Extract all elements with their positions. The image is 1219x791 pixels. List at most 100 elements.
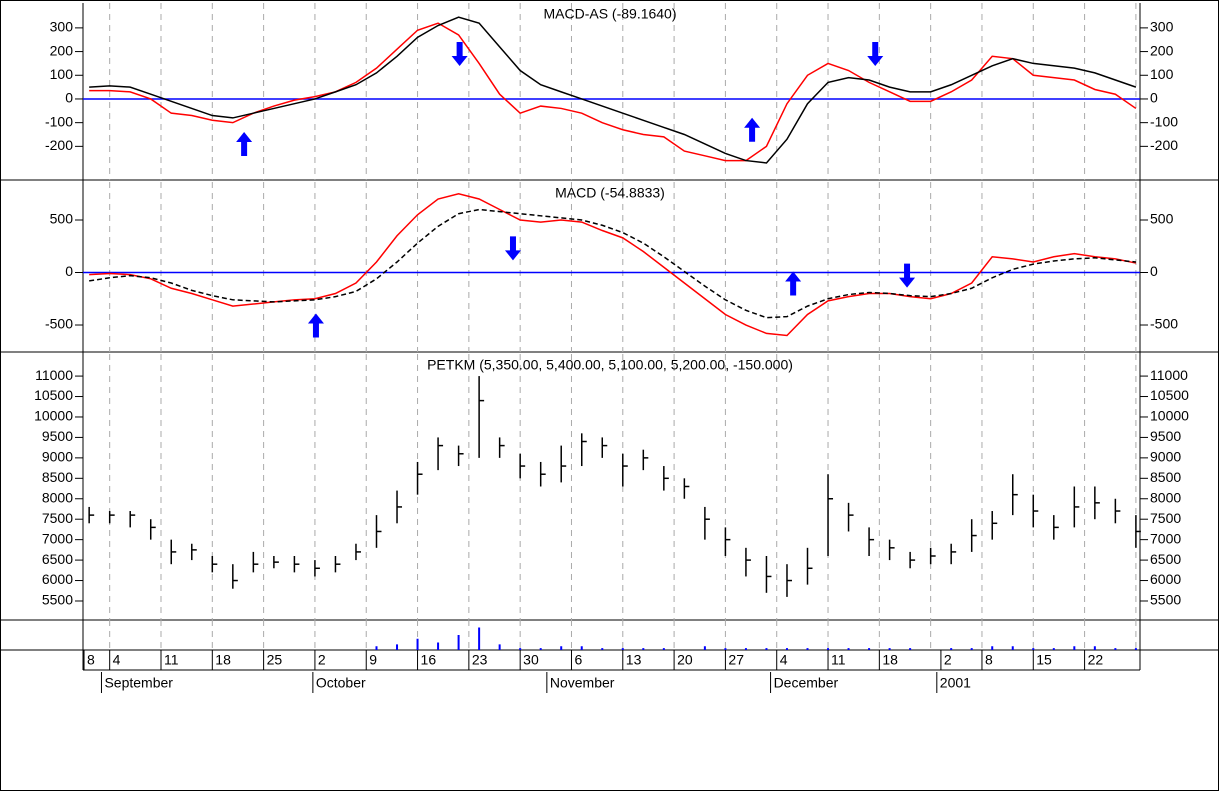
y-tick-label: 100 — [50, 66, 74, 82]
volume-bar — [827, 648, 830, 650]
x-tick-label: 6 — [574, 652, 582, 668]
y-tick-label: 0 — [65, 263, 73, 279]
volume-bar — [519, 648, 522, 650]
volume-bar — [744, 648, 747, 650]
volume-bar — [909, 648, 912, 650]
volume-bar — [1011, 646, 1014, 650]
volume-bar — [703, 646, 706, 650]
y-tick-label: 9500 — [42, 428, 73, 444]
month-label: November — [550, 675, 615, 691]
y-tick-label: 9000 — [42, 449, 73, 465]
y-tick-label: 8000 — [1150, 489, 1181, 505]
volume-bar — [375, 646, 378, 650]
x-tick-label: 2 — [944, 652, 952, 668]
x-tick-label: 15 — [1036, 652, 1052, 668]
y-tick-label: 9500 — [1150, 428, 1181, 444]
pane-title: MACD-AS (-89.1640) — [543, 6, 676, 22]
x-tick-label: 30 — [523, 652, 539, 668]
volume-bar — [888, 648, 891, 650]
y-tick-label: 10500 — [1150, 387, 1189, 403]
month-label: September — [104, 675, 173, 691]
x-tick-label: 25 — [267, 652, 283, 668]
x-tick-label: 18 — [882, 652, 898, 668]
y-tick-label: -100 — [45, 113, 73, 129]
y-tick-label: 5500 — [42, 592, 73, 608]
series-line — [89, 22, 1137, 162]
volume-bar — [642, 648, 645, 650]
y-tick-label: 10000 — [34, 408, 73, 424]
x-tick-label: 4 — [780, 652, 788, 668]
month-label: 2001 — [940, 675, 971, 691]
x-tick-label: 23 — [472, 652, 488, 668]
volume-bar — [806, 648, 809, 650]
x-tick-label: 11 — [831, 652, 846, 668]
y-tick-label: 200 — [1150, 42, 1174, 58]
y-tick-label: -200 — [1150, 137, 1178, 153]
volume-bar — [478, 627, 481, 650]
y-tick-label: 300 — [1150, 19, 1174, 35]
y-tick-label: 500 — [50, 211, 74, 227]
y-tick-label: 0 — [1150, 90, 1158, 106]
x-tick-label: 8 — [87, 652, 95, 668]
y-tick-label: 7500 — [42, 510, 73, 526]
y-tick-label: -500 — [1150, 316, 1178, 332]
y-tick-label: -100 — [1150, 113, 1178, 129]
volume-bar — [621, 648, 624, 650]
y-tick-label: 300 — [50, 19, 74, 35]
signal-arrow — [744, 117, 761, 142]
y-tick-label: 11000 — [1150, 367, 1188, 383]
signal-arrow — [307, 313, 324, 338]
y-tick-label: -500 — [45, 316, 73, 332]
volume-bar — [950, 648, 953, 650]
y-tick-label: 0 — [1150, 263, 1158, 279]
volume-bar — [1073, 646, 1076, 650]
volume-bar — [396, 644, 399, 650]
volume-bar — [498, 644, 501, 650]
y-tick-label: 10000 — [1150, 408, 1189, 424]
volume-bar — [1093, 646, 1096, 650]
x-tick-label: 27 — [728, 652, 744, 668]
volume-bar — [868, 648, 871, 650]
y-tick-label: 6500 — [1150, 551, 1181, 567]
y-tick-label: 8000 — [42, 489, 73, 505]
x-tick-label: 4 — [113, 652, 121, 668]
volume-bar — [580, 646, 583, 650]
x-tick-label: 2 — [318, 652, 326, 668]
volume-bar — [1114, 648, 1117, 650]
volume-bar — [847, 648, 850, 650]
x-tick-label: 22 — [1088, 652, 1104, 668]
volume-bar — [724, 648, 727, 650]
volume-bar — [457, 635, 460, 650]
y-tick-label: 7000 — [42, 530, 73, 546]
signal-arrow — [504, 236, 521, 261]
y-tick-label: 8500 — [42, 469, 73, 485]
volume-bar — [416, 638, 419, 650]
volume-bar — [1134, 648, 1137, 650]
y-tick-label: 7500 — [1150, 510, 1181, 526]
volume-bar — [539, 648, 542, 650]
x-tick-label: 9 — [369, 652, 377, 668]
series-line — [89, 16, 1137, 164]
x-tick-label: 18 — [215, 652, 231, 668]
month-label: December — [774, 675, 839, 691]
pane-title: MACD (-54.8833) — [555, 185, 665, 201]
y-tick-label: 500 — [1150, 211, 1174, 227]
volume-bar — [1052, 648, 1055, 650]
y-tick-label: 10500 — [34, 387, 73, 403]
y-tick-label: 8500 — [1150, 469, 1181, 485]
y-tick-label: 200 — [50, 42, 74, 58]
signal-arrow — [236, 131, 253, 156]
y-tick-label: -200 — [45, 137, 73, 153]
y-tick-label: 9000 — [1150, 449, 1181, 465]
series-line — [89, 192, 1137, 337]
x-tick-label: 13 — [626, 652, 642, 668]
y-tick-label: 11000 — [35, 367, 73, 383]
y-tick-label: 6000 — [1150, 571, 1181, 587]
x-tick-label: 16 — [421, 652, 437, 668]
volume-bar — [560, 646, 563, 650]
x-tick-label: 8 — [985, 652, 993, 668]
y-tick-label: 7000 — [1150, 530, 1181, 546]
